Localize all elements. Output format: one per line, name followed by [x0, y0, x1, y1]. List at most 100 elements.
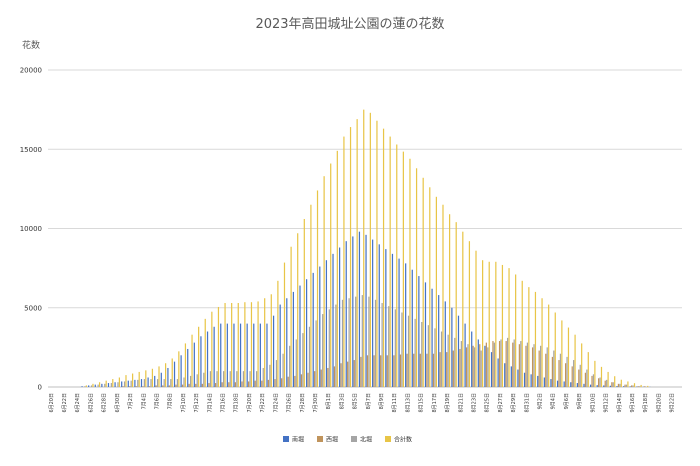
bar: [330, 163, 332, 387]
x-tick-label: 7月22日: [260, 393, 266, 413]
bar: [312, 272, 314, 387]
bar: [295, 339, 297, 387]
bar: [323, 176, 325, 387]
bar: [138, 371, 140, 387]
bar: [455, 222, 457, 387]
bar: [339, 247, 341, 387]
bar: [497, 358, 499, 387]
bar: [340, 363, 342, 387]
x-tick-label: 7月28日: [300, 393, 306, 413]
bar: [531, 347, 534, 388]
x-tick-label: 9月14日: [617, 393, 623, 413]
bar: [401, 312, 403, 387]
bar: [347, 361, 349, 387]
bar: [267, 379, 270, 387]
x-tick-label: 8月3日: [339, 393, 345, 409]
bar: [510, 366, 512, 387]
bar: [380, 355, 382, 387]
bar: [101, 383, 103, 387]
bar: [264, 298, 266, 387]
bar: [415, 168, 418, 387]
bar: [484, 345, 486, 387]
bar: [184, 343, 187, 387]
x-tick-label: 7月8日: [168, 393, 174, 409]
bar: [262, 367, 264, 387]
bar: [574, 334, 576, 387]
bar: [518, 344, 520, 387]
bar: [150, 379, 152, 387]
bar: [283, 262, 286, 387]
bar: [123, 381, 126, 387]
x-tick-label: 7月10日: [181, 393, 187, 413]
bar: [452, 350, 454, 387]
bar: [363, 109, 365, 388]
bar: [127, 380, 129, 387]
bar: [277, 280, 279, 387]
bar: [261, 380, 263, 387]
bar: [112, 379, 114, 387]
bar: [594, 360, 596, 387]
bar: [180, 355, 182, 387]
bar: [88, 385, 90, 387]
bar: [173, 361, 176, 387]
bar: [320, 369, 322, 387]
x-tick-label: 7月2日: [128, 393, 134, 409]
bar: [234, 382, 236, 387]
bar: [592, 374, 595, 387]
chart-title: 2023年高田城址公園の蓮の花数: [255, 16, 444, 32]
bar: [409, 158, 411, 387]
x-tick-label: 6月26日: [88, 393, 94, 413]
bar: [398, 258, 400, 387]
bar: [434, 328, 436, 387]
bar: [399, 354, 402, 387]
y-tick-label: 5000: [24, 304, 42, 312]
bar: [413, 353, 415, 387]
bar: [637, 386, 639, 387]
x-tick-label: 8月29日: [511, 393, 517, 413]
bar: [396, 144, 398, 387]
bar: [281, 378, 283, 387]
bar: [373, 355, 375, 387]
bar: [216, 371, 218, 387]
bar: [546, 347, 548, 388]
bar: [224, 303, 226, 387]
bar: [512, 342, 514, 387]
bar: [147, 377, 149, 387]
bar: [327, 367, 329, 387]
bar: [419, 353, 421, 387]
bar: [647, 385, 649, 387]
bar: [341, 299, 344, 387]
bar: [217, 306, 220, 387]
bar: [432, 353, 435, 387]
bar: [275, 360, 278, 387]
bar: [442, 204, 444, 387]
bar: [454, 337, 456, 387]
x-tick-label: 9月20日: [656, 393, 662, 413]
bar: [297, 233, 299, 387]
bar: [414, 318, 416, 387]
legend-label: 合計数: [394, 436, 412, 444]
bar: [459, 348, 461, 387]
bar: [378, 244, 380, 387]
bar: [517, 369, 519, 387]
bar: [479, 344, 481, 387]
bar: [457, 315, 460, 387]
bar: [587, 352, 589, 387]
bar: [589, 384, 592, 387]
bar: [328, 309, 330, 387]
bar: [145, 370, 147, 387]
bar: [211, 311, 213, 387]
bar: [451, 307, 453, 387]
bar: [84, 386, 86, 387]
bar: [356, 119, 358, 387]
bar: [163, 379, 165, 387]
bar: [599, 377, 601, 387]
bar: [513, 339, 515, 387]
bar: [482, 260, 484, 387]
bar: [537, 375, 539, 387]
bar: [231, 303, 233, 387]
bar: [118, 377, 120, 387]
bar: [189, 375, 192, 387]
bar: [624, 384, 626, 387]
bar: [389, 136, 391, 387]
